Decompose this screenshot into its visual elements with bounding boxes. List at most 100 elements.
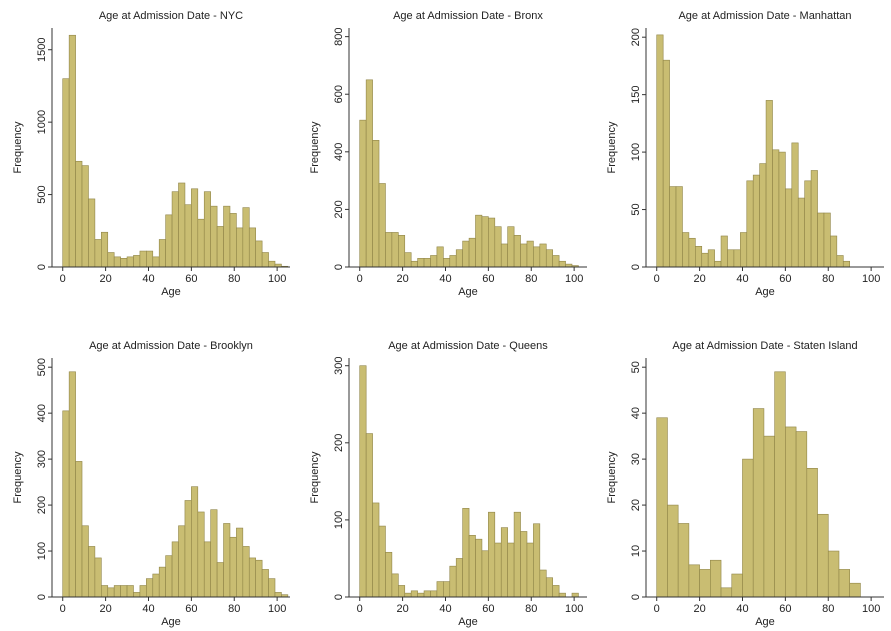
bar: [165, 555, 173, 598]
bar: [552, 255, 560, 268]
y-axis-label: Frequency: [309, 451, 321, 503]
bar: [113, 585, 121, 598]
x-tick-label: 100: [862, 273, 880, 285]
x-tick-label: 80: [228, 603, 240, 615]
chart-title: Age at Admission Date - Brooklyn: [89, 340, 253, 352]
x-tick-label: 20: [396, 273, 408, 285]
bar: [707, 249, 715, 268]
bar: [62, 410, 70, 598]
y-tick-label: 100: [630, 143, 642, 161]
y-tick-label: 0: [630, 594, 642, 600]
bar: [62, 78, 70, 268]
x-tick-label: 40: [142, 273, 154, 285]
bar: [772, 149, 780, 268]
y-tick-label: 1000: [36, 110, 48, 134]
x-tick-label: 60: [779, 603, 791, 615]
bar: [88, 546, 96, 598]
y-tick-label: 100: [36, 542, 48, 560]
x-axis-label: Age: [458, 616, 478, 628]
bar: [268, 260, 276, 268]
bar: [171, 541, 179, 598]
bar: [526, 240, 534, 268]
x-tick-label: 80: [525, 273, 537, 285]
bar: [778, 151, 786, 268]
x-tick-label: 100: [565, 603, 583, 615]
y-tick-label: 0: [36, 594, 48, 600]
y-tick-label: 1500: [36, 37, 48, 61]
bar: [488, 217, 496, 268]
bar: [184, 500, 192, 598]
y-axis-label: Frequency: [606, 121, 618, 173]
bar: [255, 559, 263, 598]
y-tick-label: 150: [630, 85, 642, 103]
bar: [417, 592, 425, 598]
bar: [817, 513, 829, 598]
bar: [378, 525, 386, 598]
chart-title: Age at Admission Date - Bronx: [393, 10, 543, 22]
bar: [571, 592, 579, 598]
x-axis-label: Age: [755, 616, 775, 628]
bar: [817, 212, 825, 268]
y-tick-label: 500: [36, 185, 48, 203]
bar: [507, 226, 515, 268]
bar: [248, 227, 256, 268]
bar: [146, 250, 154, 268]
bar: [733, 249, 741, 268]
y-tick-label: 400: [36, 404, 48, 422]
bar: [75, 461, 83, 598]
bar: [443, 258, 451, 268]
bar: [365, 79, 373, 268]
bar: [210, 509, 218, 598]
y-tick-label: 0: [333, 264, 345, 270]
x-tick-label: 40: [439, 273, 451, 285]
bar: [107, 587, 115, 598]
bar: [539, 569, 547, 598]
bar: [385, 232, 393, 268]
y-tick-label: 400: [333, 143, 345, 161]
bar: [710, 559, 722, 598]
bar: [152, 573, 160, 598]
x-axis-label: Age: [458, 286, 478, 298]
y-tick-label: 200: [630, 28, 642, 46]
bar: [81, 525, 89, 598]
x-tick-label: 80: [525, 603, 537, 615]
bar: [75, 160, 83, 268]
bar: [669, 186, 677, 268]
bar: [806, 468, 818, 598]
bar: [539, 243, 547, 268]
bar: [88, 198, 96, 268]
x-tick-label: 20: [99, 603, 111, 615]
bar: [430, 255, 438, 268]
bar: [385, 551, 393, 598]
bar: [94, 239, 102, 268]
x-tick-label: 80: [822, 273, 834, 285]
bar: [184, 204, 192, 268]
bar: [178, 182, 186, 268]
x-tick-label: 100: [268, 603, 286, 615]
bar: [838, 569, 850, 598]
bar: [526, 542, 534, 598]
bar: [810, 170, 818, 268]
bar: [191, 486, 199, 598]
bar: [720, 587, 733, 598]
bar: [740, 232, 748, 268]
bar: [126, 256, 134, 268]
x-tick-label: 0: [654, 273, 660, 285]
bar: [842, 260, 850, 268]
x-tick-label: 60: [185, 273, 197, 285]
bar: [488, 511, 496, 598]
bar: [462, 240, 470, 268]
bar: [533, 246, 541, 268]
bar: [455, 249, 463, 268]
y-tick-label: 30: [630, 453, 642, 465]
bar: [677, 523, 690, 598]
chart-title: Age at Admission Date - Staten Island: [672, 340, 857, 352]
bar: [268, 578, 276, 598]
bar: [720, 235, 728, 268]
x-tick-label: 80: [228, 273, 240, 285]
bar: [242, 207, 250, 268]
bar: [68, 371, 76, 598]
bar: [203, 541, 211, 598]
bar: [791, 142, 799, 268]
